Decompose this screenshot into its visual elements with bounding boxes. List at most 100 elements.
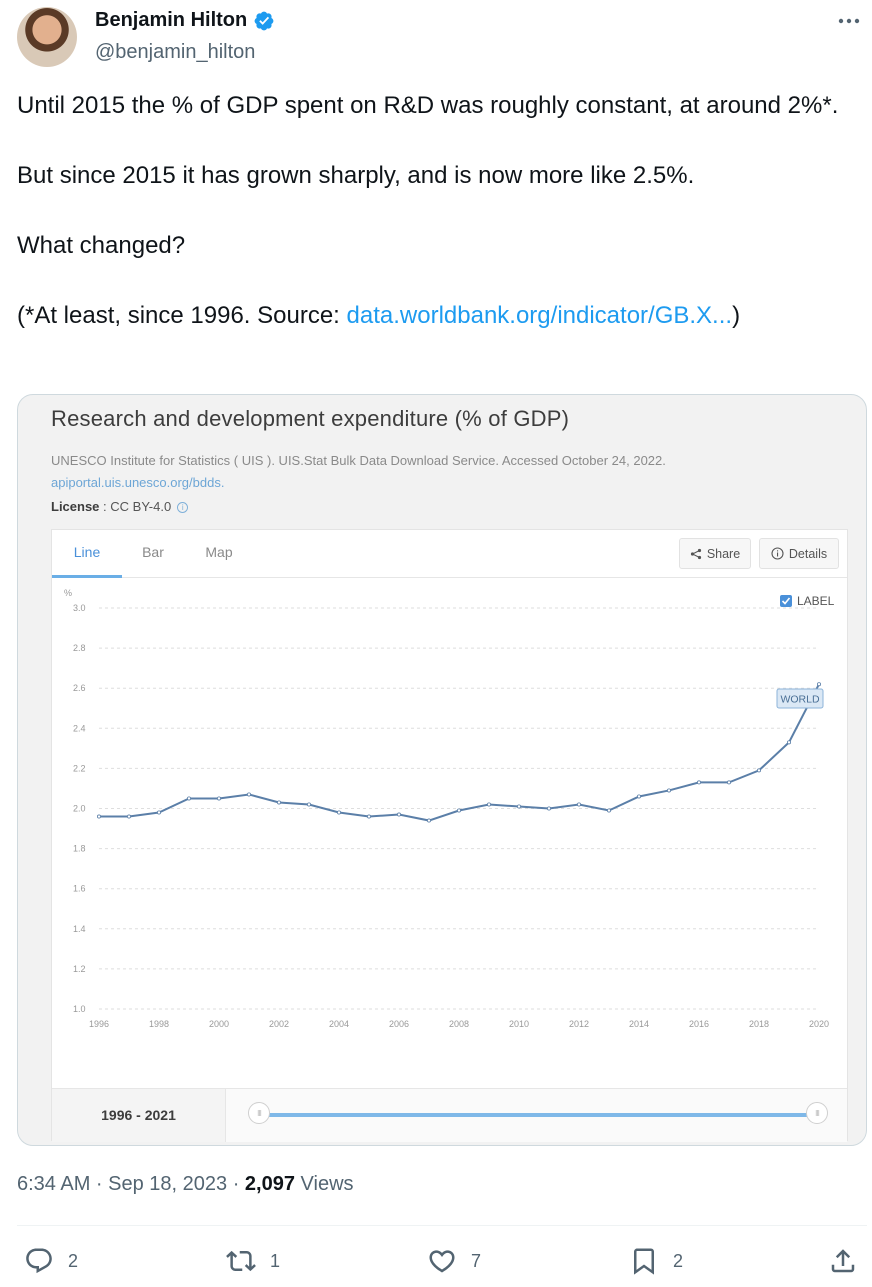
x-tick-label: 1996 <box>89 1019 109 1029</box>
data-point[interactable] <box>186 796 191 801</box>
x-tick-label: 2012 <box>569 1019 589 1029</box>
x-tick-label: 2014 <box>629 1019 649 1029</box>
tab-bar[interactable]: Bar <box>142 544 164 560</box>
x-tick-label: 1998 <box>149 1019 169 1029</box>
tab-line[interactable]: Line <box>52 530 122 578</box>
x-tick-label: 2008 <box>449 1019 469 1029</box>
verified-badge-icon <box>254 11 274 30</box>
data-point[interactable] <box>607 808 612 813</box>
share-button[interactable]: Share <box>679 538 751 569</box>
x-tick-label: 2018 <box>749 1019 769 1029</box>
chart-panel: Line Bar Map Share Details % 3.0 2.8 2.6 2.… <box>51 529 848 1142</box>
details-info-icon <box>771 547 784 560</box>
data-point[interactable] <box>216 796 221 801</box>
data-point[interactable] <box>486 802 491 807</box>
range-end-handle[interactable]: III <box>806 1102 828 1124</box>
range-start-handle[interactable]: III <box>248 1102 270 1124</box>
y-tick-label: 2.0 <box>73 804 86 814</box>
data-point[interactable] <box>546 806 551 811</box>
details-label: Details <box>788 546 828 561</box>
details-button[interactable]: Details <box>759 538 839 569</box>
data-point[interactable] <box>246 792 251 797</box>
author-name[interactable]: Benjamin Hilton <box>95 9 248 31</box>
line-chart: % 3.0 2.8 2.6 2.4 2.2 2.0 1.8 1.6 1.4 1.2 1.0 1996… <box>64 588 835 1029</box>
y-tick-label: 2.6 <box>73 683 86 693</box>
tweet-meta: 6:34 AM · Sep 18, 2023 · 2,097 Views <box>17 1173 354 1196</box>
author-name-row: Benjamin Hilton <box>95 9 275 32</box>
label-checkbox[interactable] <box>780 595 792 607</box>
data-point[interactable] <box>127 814 132 819</box>
x-tick-label: 2006 <box>389 1019 409 1029</box>
reply-icon <box>26 1248 52 1274</box>
source-prefix: (*At least, since 1996. Source: <box>17 302 347 329</box>
x-tick-label: 2020 <box>809 1019 829 1029</box>
series-label-text: WORLD <box>780 694 820 706</box>
divider <box>17 1225 867 1226</box>
data-point[interactable] <box>637 794 642 799</box>
x-tick-label: 2002 <box>269 1019 289 1029</box>
author-handle[interactable]: @benjamin_hilton <box>95 41 256 63</box>
data-point[interactable] <box>577 802 582 807</box>
upload-share-icon <box>831 1249 855 1273</box>
avatar[interactable] <box>17 7 77 67</box>
y-tick-label: 2.2 <box>73 763 86 773</box>
data-point[interactable] <box>426 818 431 823</box>
label-toggle[interactable]: LABEL <box>780 594 835 608</box>
share-tweet-button[interactable] <box>828 1244 858 1278</box>
data-point[interactable] <box>727 780 732 785</box>
x-tick-label: 2004 <box>329 1019 349 1029</box>
data-point[interactable] <box>306 802 311 807</box>
share-icon <box>690 548 701 559</box>
license: License : CC BY-4.0 i <box>51 499 189 514</box>
source-suffix: ) <box>732 302 741 329</box>
data-point[interactable] <box>697 780 702 785</box>
chart-title: Research and development expenditure (% … <box>51 406 570 431</box>
chart-source: UNESCO Institute for Statistics ( UIS ).… <box>51 453 666 468</box>
data-point[interactable] <box>366 814 371 819</box>
bookmark-count: 2 <box>673 1250 684 1271</box>
data-point[interactable] <box>757 768 762 773</box>
y-tick-label: 1.0 <box>73 1004 86 1014</box>
api-link[interactable]: apiportal.uis.unesco.org/bdds. <box>51 475 225 490</box>
y-tick-label: 1.6 <box>73 884 86 894</box>
media-card[interactable]: Research and development expenditure (% … <box>17 394 867 1146</box>
data-point[interactable] <box>456 808 461 813</box>
views-count: 2,097 <box>244 1173 295 1195</box>
tweet-line-3: What changed? <box>17 232 186 259</box>
data-point[interactable] <box>276 800 281 805</box>
heart-icon <box>429 1250 455 1273</box>
source-link[interactable]: data.worldbank.org/indicator/GB.X... <box>346 302 733 329</box>
data-point[interactable] <box>336 810 341 815</box>
y-tick-label: 1.2 <box>73 964 86 974</box>
retweet-icon <box>226 1250 256 1272</box>
like-button[interactable]: 7 <box>427 1244 481 1278</box>
data-point[interactable] <box>396 812 401 817</box>
info-icon[interactable]: i <box>177 502 189 514</box>
data-point[interactable] <box>97 814 102 819</box>
data-point[interactable] <box>667 788 672 793</box>
series-label-world: WORLD <box>776 688 824 709</box>
x-tick-label: 2010 <box>509 1019 529 1029</box>
data-point[interactable] <box>516 804 521 809</box>
tab-map[interactable]: Map <box>205 544 233 560</box>
views-label: Views <box>294 1173 354 1195</box>
retweet-button[interactable]: 1 <box>226 1244 280 1278</box>
data-point[interactable] <box>157 810 162 815</box>
reply-button[interactable]: 2 <box>24 1244 78 1278</box>
more-options-icon[interactable] <box>836 8 862 34</box>
share-label: Share <box>706 546 741 561</box>
tweet-text: Until 2015 the % of GDP spent on R&D was… <box>17 88 857 333</box>
bookmark-button[interactable]: 2 <box>629 1244 683 1278</box>
tweet-time[interactable]: 6:34 AM · Sep 18, 2023 · <box>17 1173 245 1195</box>
range-track[interactable] <box>260 1113 818 1117</box>
tweet-line-1: Until 2015 the % of GDP spent on R&D was… <box>17 92 839 119</box>
series-line-world[interactable] <box>99 683 820 822</box>
reply-count: 2 <box>68 1250 79 1271</box>
data-point[interactable] <box>817 682 822 687</box>
retweet-count: 1 <box>270 1250 281 1271</box>
range-label: 1996 - 2021 <box>52 1089 226 1142</box>
y-tick-label: 2.8 <box>73 643 86 653</box>
range-selector: 1996 - 2021 III III <box>52 1088 847 1142</box>
y-tick-label: 1.8 <box>73 844 86 854</box>
data-point[interactable] <box>787 740 792 745</box>
